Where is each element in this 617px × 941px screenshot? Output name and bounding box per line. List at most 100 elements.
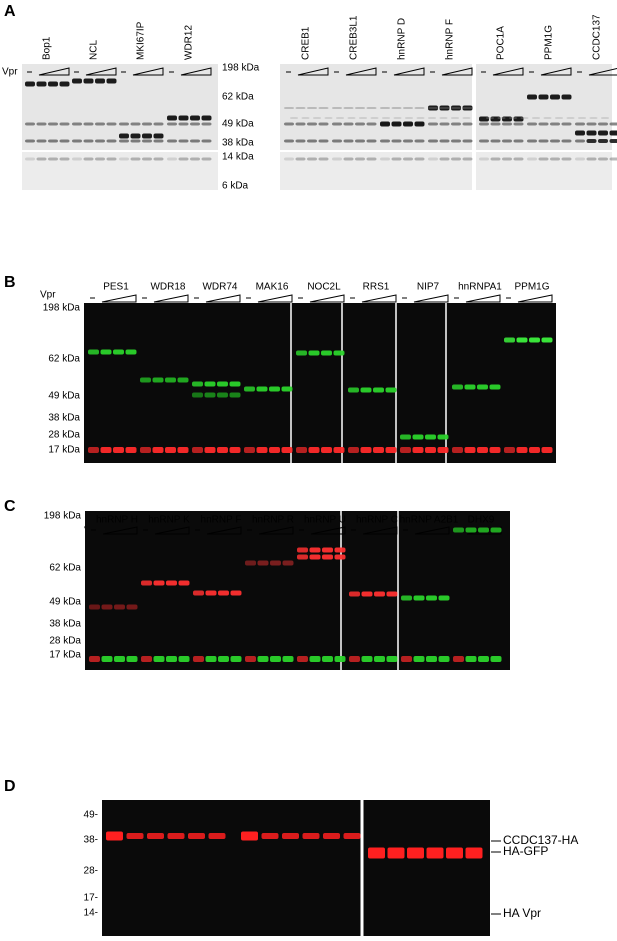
band: [154, 158, 164, 161]
band: [490, 385, 501, 390]
band: [479, 158, 489, 161]
band: [532, 117, 540, 119]
gradient-triangle: [466, 295, 500, 302]
band: [335, 548, 346, 553]
protein-label: NIP7: [417, 282, 440, 293]
band: [610, 131, 617, 136]
protein-label: hnRNP R: [252, 515, 294, 526]
band: [88, 350, 99, 355]
gradient-triangle: [310, 295, 344, 302]
band: [179, 116, 189, 121]
band: [466, 848, 483, 859]
band: [463, 158, 473, 161]
band: [527, 140, 537, 143]
band: [141, 581, 152, 586]
band: [307, 158, 317, 161]
band: [154, 656, 165, 662]
band: [231, 656, 242, 662]
band: [355, 123, 365, 126]
band: [307, 123, 317, 126]
band: [319, 140, 329, 143]
band: [303, 833, 320, 839]
band: [25, 123, 35, 126]
band: [562, 95, 572, 100]
band: [60, 82, 70, 87]
band: [367, 123, 377, 126]
band: [335, 656, 346, 662]
band: [322, 548, 333, 553]
protein-label: CREB3L1: [349, 15, 360, 60]
band: [179, 656, 190, 662]
band: [284, 123, 294, 126]
band: [142, 134, 152, 139]
band: [258, 656, 269, 662]
band: [415, 122, 425, 127]
band: [190, 116, 200, 121]
band: [463, 117, 471, 119]
band: [262, 833, 279, 839]
band: [400, 447, 411, 453]
gradient-triangle: [206, 295, 240, 302]
band: [48, 123, 58, 126]
band: [127, 833, 144, 839]
band: [380, 158, 390, 161]
band: [284, 107, 294, 109]
band: [217, 393, 228, 398]
band: [167, 123, 177, 126]
band: [193, 591, 204, 596]
panel-label: D: [4, 778, 16, 795]
band: [319, 107, 329, 109]
band: [217, 382, 228, 387]
band: [477, 385, 488, 390]
band: [348, 117, 356, 119]
band: [95, 79, 105, 84]
band: [355, 158, 365, 161]
blot: [84, 303, 556, 463]
band: [282, 833, 299, 839]
band: [296, 351, 307, 356]
band: [309, 351, 320, 356]
band: [539, 140, 549, 143]
band: [486, 117, 494, 119]
marker-label: 49 kDa: [49, 597, 81, 608]
protein-label: hnRNPA1: [458, 282, 502, 293]
band: [428, 107, 438, 109]
band: [491, 528, 502, 533]
marker-label: 14-: [84, 908, 98, 919]
band: [440, 140, 450, 143]
band: [336, 117, 344, 119]
protein-label: WDR18: [150, 282, 185, 293]
band: [425, 435, 436, 440]
band: [414, 656, 425, 662]
band: [332, 140, 342, 143]
band: [154, 581, 165, 586]
band: [428, 140, 438, 143]
protein-label: WDR12: [184, 25, 195, 60]
band: [141, 656, 152, 662]
gradient-triangle: [414, 295, 448, 302]
protein-label: NCL: [89, 40, 100, 60]
band: [527, 123, 537, 126]
band: [373, 388, 384, 393]
band: [348, 388, 359, 393]
band: [244, 447, 255, 453]
band: [502, 140, 512, 143]
band: [296, 140, 306, 143]
band: [321, 351, 332, 356]
band: [127, 605, 138, 610]
band: [205, 447, 216, 453]
band: [257, 387, 268, 392]
band: [491, 158, 501, 161]
band: [25, 158, 35, 161]
band: [269, 387, 280, 392]
band: [190, 123, 200, 126]
band: [95, 140, 105, 143]
band: [439, 656, 450, 662]
band: [544, 117, 552, 119]
band: [479, 140, 489, 143]
band: [387, 592, 398, 597]
band: [140, 378, 151, 383]
band: [147, 833, 164, 839]
band: [415, 107, 425, 109]
band: [414, 596, 425, 601]
